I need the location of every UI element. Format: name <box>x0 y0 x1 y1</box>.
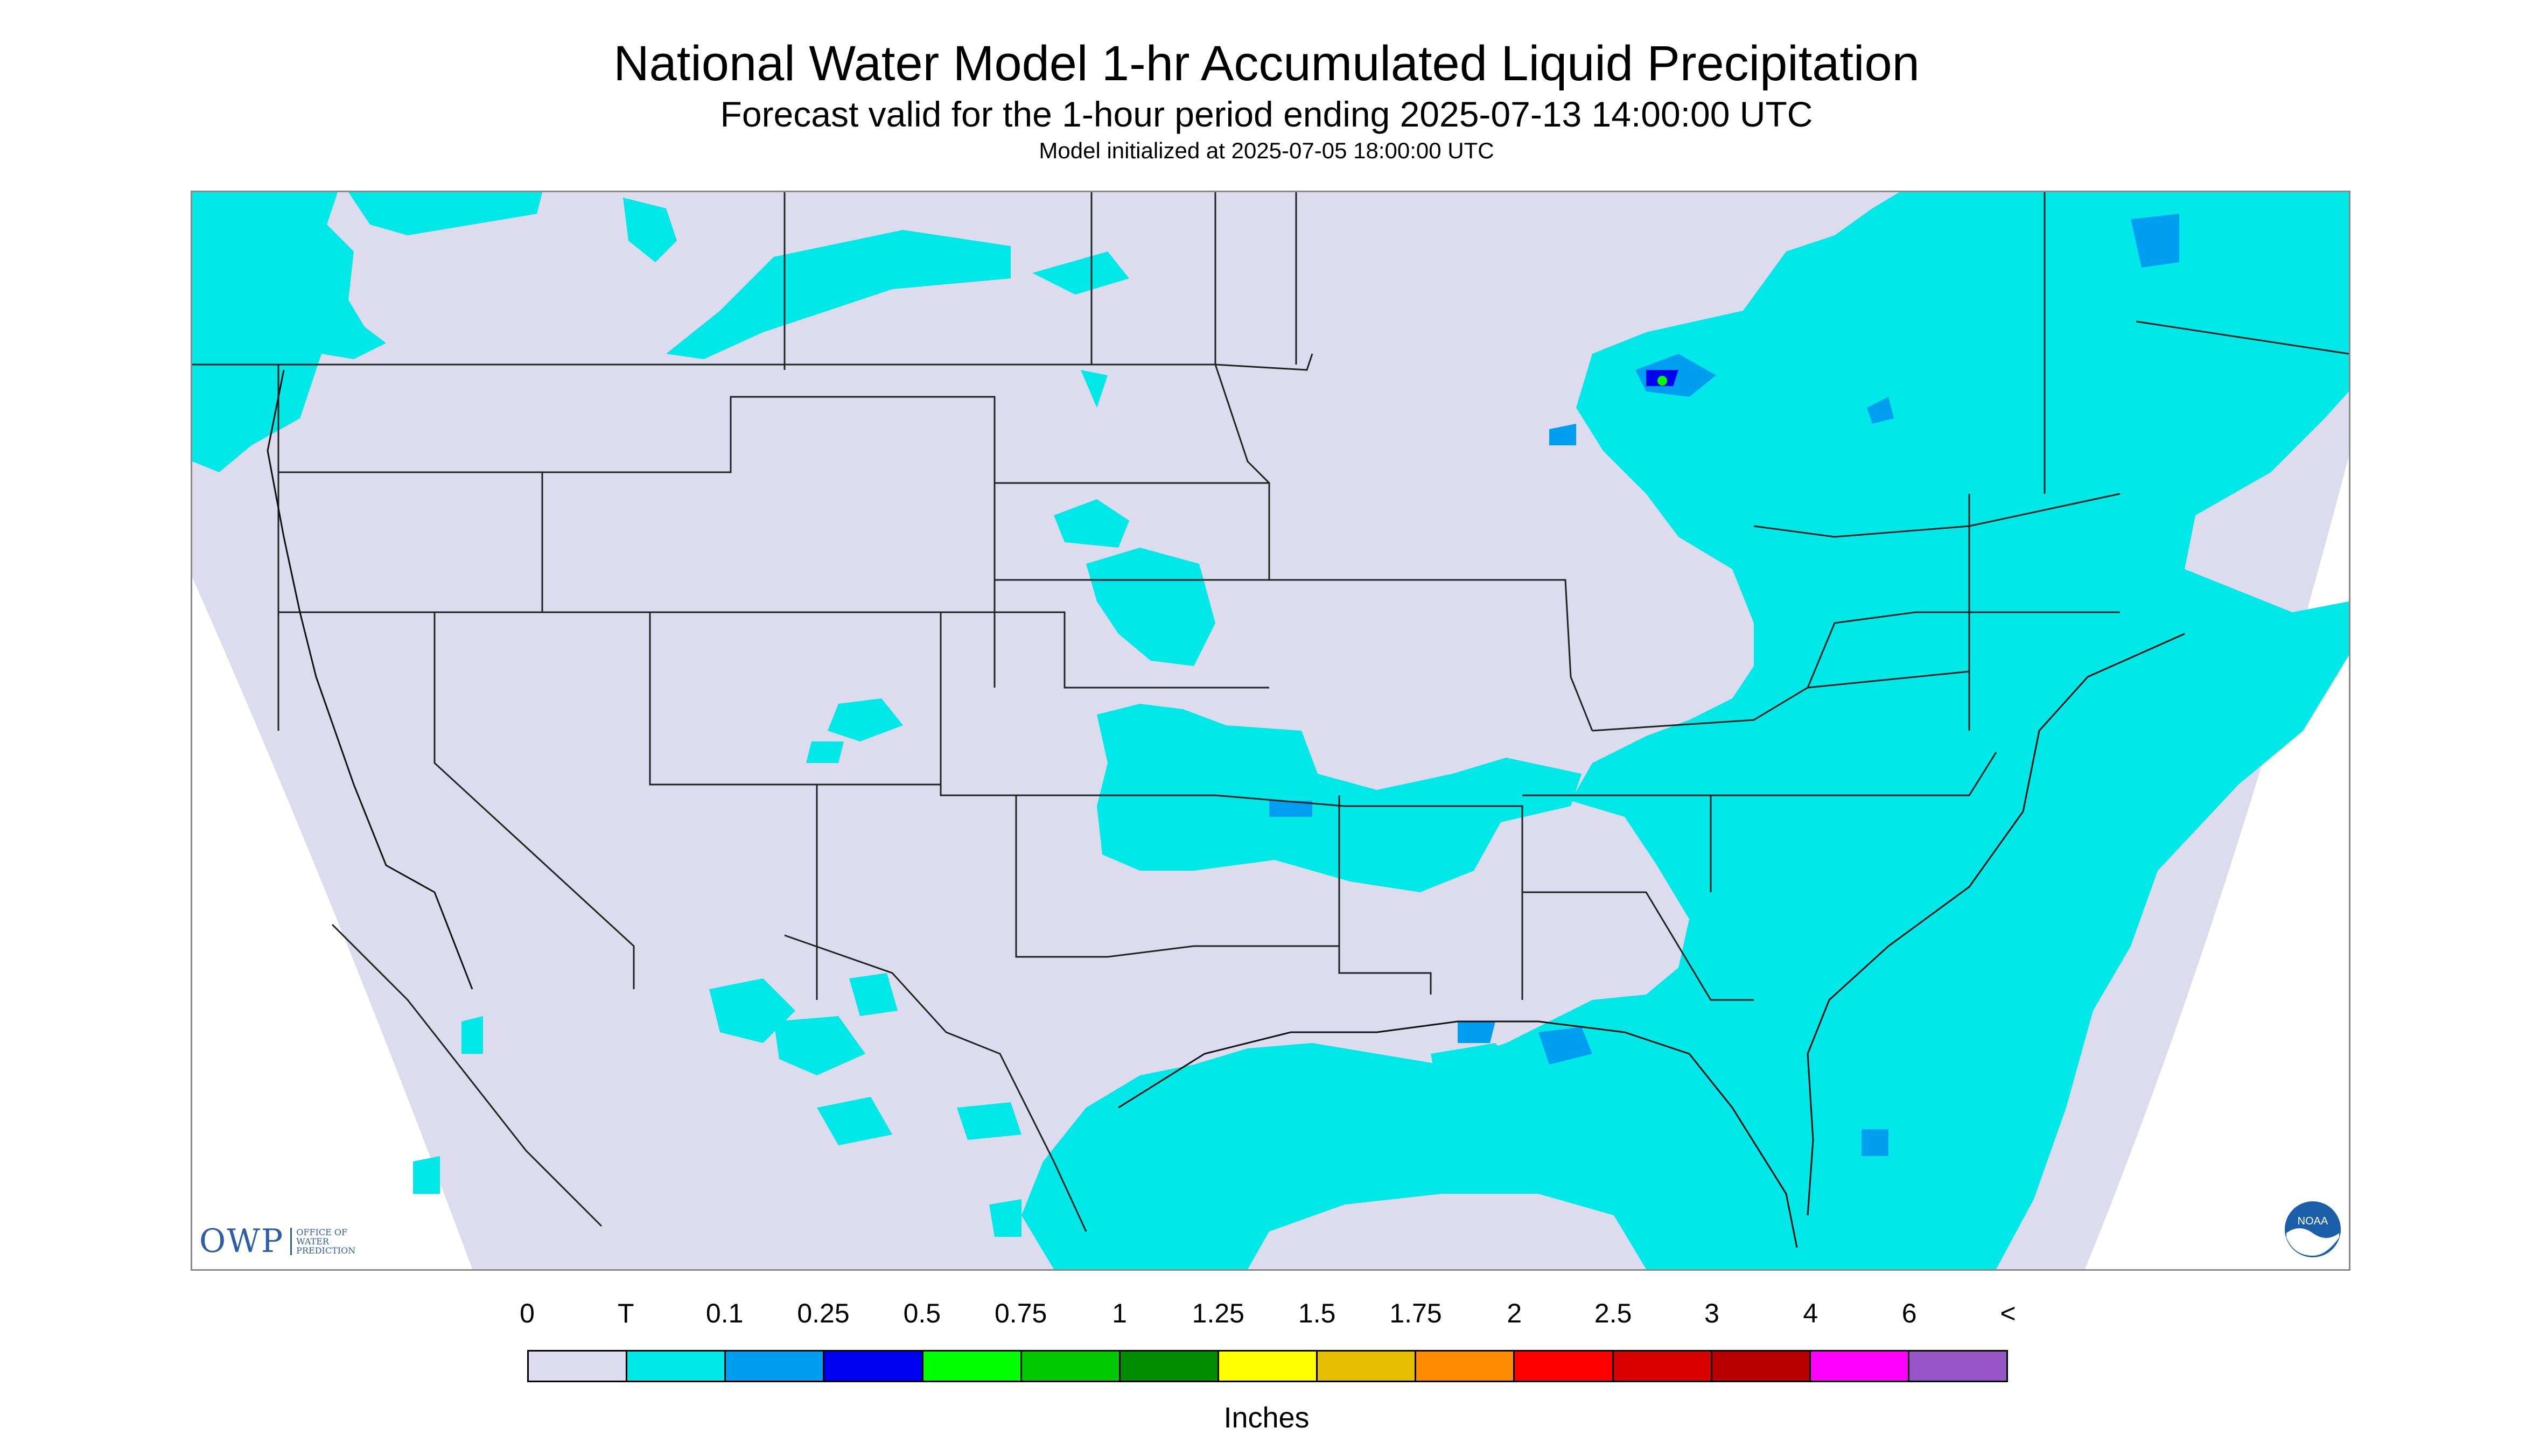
legend-swatch <box>1613 1352 1712 1381</box>
legend-label: 0.75 <box>994 1298 1047 1328</box>
owp-logo: OWP OFFICE OF WATER PREDICTION <box>199 1222 361 1260</box>
map-canvas <box>192 192 2349 1269</box>
owp-logo-subtext: OFFICE OF WATER PREDICTION <box>290 1227 361 1255</box>
noaa-logo-text: NOAA <box>2298 1215 2328 1227</box>
legend-label: 2 <box>1507 1298 1522 1328</box>
owp-logo-wordmark: OWP <box>199 1222 284 1260</box>
legend-label: 1.5 <box>1298 1298 1336 1328</box>
map-subtitle: Forecast valid for the 1-hour period end… <box>720 94 1813 134</box>
political-borders <box>192 192 2349 1232</box>
legend-label: < <box>2000 1298 2016 1328</box>
legend-swatch <box>1416 1352 1515 1381</box>
precipitation-map <box>191 191 2350 1271</box>
legend-units: Inches <box>1223 1402 1310 1434</box>
legend-swatch <box>1120 1352 1219 1381</box>
legend-swatch <box>1909 1352 2007 1381</box>
max-precip-dot <box>1657 376 1667 386</box>
legend-label: 2.5 <box>1594 1298 1632 1328</box>
coastlines <box>267 369 2185 1248</box>
map-title: National Water Model 1-hr Accumulated Li… <box>613 36 1920 91</box>
legend-swatch <box>824 1352 923 1381</box>
legend-swatch <box>1515 1352 1614 1381</box>
legend-label: 1.25 <box>1192 1298 1244 1328</box>
legend-swatch <box>726 1352 825 1381</box>
legend-swatch <box>1318 1352 1417 1381</box>
legend-label: 3 <box>1704 1298 1719 1328</box>
legend-swatch <box>627 1352 726 1381</box>
model-init-line: Model initialized at 2025-07-05 18:00:00… <box>1039 138 1494 163</box>
legend-label: 6 <box>1901 1298 1917 1328</box>
legend-swatch <box>1021 1352 1121 1381</box>
legend-swatch <box>1712 1352 1811 1381</box>
legend-label: 0.5 <box>903 1298 941 1328</box>
legend-label: 1.75 <box>1389 1298 1442 1328</box>
legend-label: 0.1 <box>705 1298 744 1328</box>
legend-swatch <box>1810 1352 1909 1381</box>
legend-label: 0 <box>520 1298 535 1328</box>
legend-label: 1 <box>1112 1298 1127 1328</box>
precip-colorbar <box>527 1350 2008 1382</box>
legend-label: 4 <box>1803 1298 1818 1328</box>
noaa-logo: NOAA <box>2285 1201 2341 1257</box>
legend-labels: 0 T 0.1 0.25 0.5 0.75 1 1.25 1.5 1.75 2 2.5 3 4 6 < <box>0 1298 2533 1335</box>
legend-label: T <box>618 1298 634 1328</box>
legend-label: 0.25 <box>797 1298 850 1328</box>
legend-swatch <box>923 1352 1022 1381</box>
legend-swatch <box>1219 1352 1318 1381</box>
legend-swatch <box>529 1352 628 1381</box>
